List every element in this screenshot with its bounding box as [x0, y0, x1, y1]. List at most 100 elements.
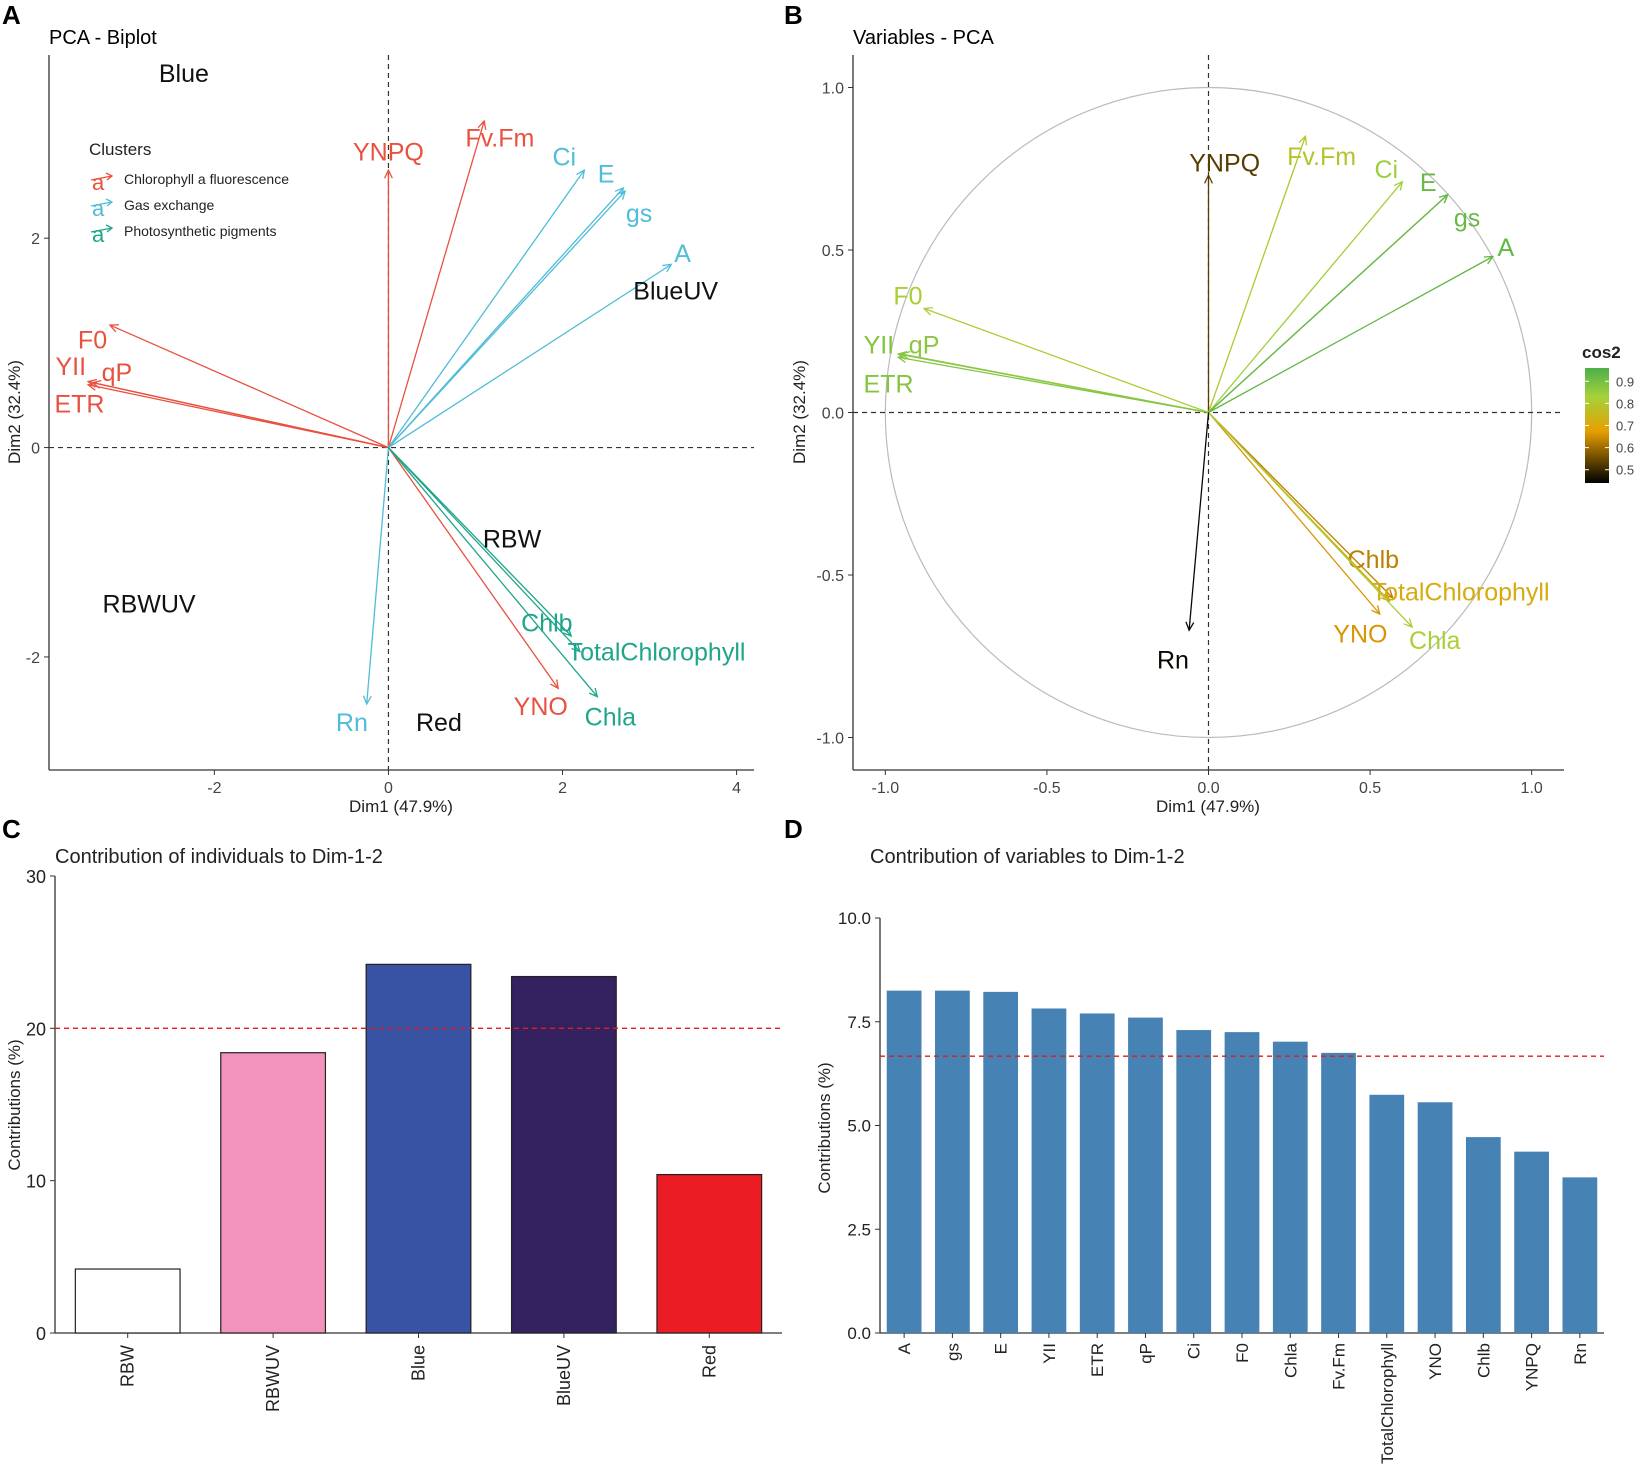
vector-label-e: E	[598, 160, 615, 188]
legend-key-chlorophyll-fluorescence: a Chlorophyll a fluorescence	[90, 170, 289, 195]
var-vector-chla-shaft	[1208, 412, 1413, 628]
cos2-tick-label: 0.5	[1616, 463, 1634, 478]
panel-a-y-tick-label: -2	[26, 650, 40, 667]
vector-ynpq	[383, 168, 393, 448]
individual-label-blueuv: BlueUV	[633, 278, 718, 306]
panel-c-y-tick-label: 0	[36, 1324, 46, 1344]
legend-key-gas-exchange: a Gas exchange	[90, 196, 214, 221]
vector-rn	[362, 447, 390, 706]
var-vector-rn-shaft	[1188, 412, 1210, 631]
var-vector-a	[1208, 255, 1495, 414]
bar-fv-fm	[1321, 1052, 1356, 1333]
panel-b-y-tick-label: -0.5	[816, 568, 844, 585]
bar-chla	[1272, 1041, 1308, 1333]
individual-label-blue: Blue	[159, 60, 209, 88]
var-vector-fv-fm-head	[1298, 134, 1308, 146]
panel-a-legend-title: Clusters	[89, 140, 151, 159]
bar-rn	[1562, 1177, 1598, 1333]
var-label-gs: gs	[1454, 205, 1480, 233]
var-vector-qp-head	[900, 351, 911, 360]
bar-a	[886, 990, 922, 1333]
legend-key-glyph: a	[92, 222, 105, 247]
var-vector-fv-fm-shaft	[1207, 136, 1307, 413]
var-vector-etr	[896, 354, 1209, 414]
var-label-f0: F0	[893, 283, 922, 311]
panel-d-y-tick-label: 5.0	[847, 1117, 871, 1136]
var-vector-gs	[1208, 193, 1449, 413]
var-label-qp: qP	[909, 331, 940, 359]
vector-label-ynpq: YNPQ	[353, 138, 424, 166]
var-label-chlb: Chlb	[1348, 546, 1399, 574]
vector-chla-head	[588, 687, 599, 698]
vector-label-yno: YNO	[514, 693, 568, 721]
var-vector-fv-fm	[1207, 134, 1308, 413]
cos2-tick-label: 0.9	[1616, 374, 1634, 389]
bar-blue	[365, 963, 472, 1334]
bar-label-blueuv: BlueUV	[554, 1345, 574, 1406]
bar-label-f0: F0	[1233, 1343, 1252, 1363]
panel-d-y-tick-label: 10.0	[838, 909, 871, 928]
bar-label-yno: YNO	[1426, 1343, 1445, 1380]
panel-c-y-tick-label: 10	[26, 1172, 46, 1192]
bar-label-yii: YII	[1040, 1343, 1059, 1364]
legend-key-arrow-shaft	[90, 175, 113, 181]
legend-entry-chlorophyll-fluorescence: Chlorophyll a fluorescence	[124, 171, 289, 187]
panel-label-b: B	[784, 0, 803, 30]
bar-gs	[935, 990, 970, 1333]
var-vector-etr-head	[896, 354, 908, 364]
individual-label-rbwuv: RBWUV	[103, 591, 196, 619]
panel-a-x-axis-title: Dim1 (47.9%)	[349, 797, 453, 816]
panel-a-plot-area	[49, 55, 754, 770]
var-vector-a-shaft	[1208, 255, 1494, 414]
bar-ci	[1176, 1030, 1212, 1333]
var-vector-ci-shaft	[1208, 181, 1403, 413]
vector-chla-shaft	[387, 447, 598, 698]
var-label-rn: Rn	[1157, 647, 1189, 675]
legend-key-arrow-head	[105, 172, 114, 181]
var-label-yno: YNO	[1333, 621, 1387, 649]
var-vector-chla	[1208, 412, 1414, 629]
bar-blueuv	[510, 975, 617, 1334]
panel-c-y-tick-label: 30	[26, 867, 46, 887]
panel-b-y-tick-label: 0.0	[822, 406, 844, 423]
var-label-etr: ETR	[864, 370, 914, 398]
panel-b-cos2-legend: cos2 0.9 0.8 0.7 0.6 0.5	[1582, 343, 1634, 483]
bar-red	[656, 1173, 763, 1334]
vector-label-totalchlorophyll: TotalChlorophyll	[568, 639, 746, 667]
vector-ynpq-head	[383, 168, 393, 179]
panel-a-legend: Clusters a Chlorophyll a fluorescence a …	[89, 140, 289, 247]
panel-b-y-tick-label: 1.0	[822, 81, 844, 98]
bar-label-rn: Rn	[1571, 1343, 1590, 1365]
panel-b-x-tick-label: 1.0	[1521, 780, 1543, 797]
var-vector-f0	[922, 306, 1209, 414]
bar-label-chlb: Chlb	[1474, 1343, 1493, 1378]
legend-key-arrow-head	[105, 224, 114, 233]
var-vector-qp	[900, 351, 1209, 414]
var-label-a: A	[1497, 234, 1514, 262]
bar-ynpq	[1514, 1151, 1549, 1333]
panel-b-y-tick-label: -1.0	[816, 731, 844, 748]
legend-key-glyph: a	[92, 170, 105, 195]
bar-chlb	[1465, 1137, 1501, 1333]
vector-yno-shaft	[387, 447, 559, 689]
vector-label-rn: Rn	[336, 709, 368, 737]
var-label-yii: YII	[864, 331, 895, 359]
panel-d-y-tick-label: 0.0	[847, 1324, 871, 1343]
legend-key-arrow-shaft	[90, 201, 113, 207]
bar-label-rbwuv: RBWUV	[263, 1345, 283, 1412]
var-vector-yno-head	[1371, 605, 1381, 616]
panel-a-y-tick-label: 2	[31, 231, 40, 248]
panel-c-title: Contribution of individuals to Dim-1-2	[55, 846, 383, 868]
panel-a-title: PCA - Biplot	[49, 27, 157, 49]
bar-label-blue: Blue	[409, 1345, 429, 1381]
vector-fv-fm	[387, 119, 487, 448]
bar-label-fv-fm: Fv.Fm	[1330, 1343, 1349, 1390]
vector-ci-shaft	[387, 169, 585, 448]
var-vector-totalchlorophyll-head	[1380, 592, 1391, 603]
vector-rn-head	[362, 695, 372, 706]
vector-e-head	[614, 186, 625, 197]
var-vector-chlb	[1208, 412, 1394, 599]
panel-d-y-axis-title: Contributions (%)	[815, 1062, 834, 1193]
